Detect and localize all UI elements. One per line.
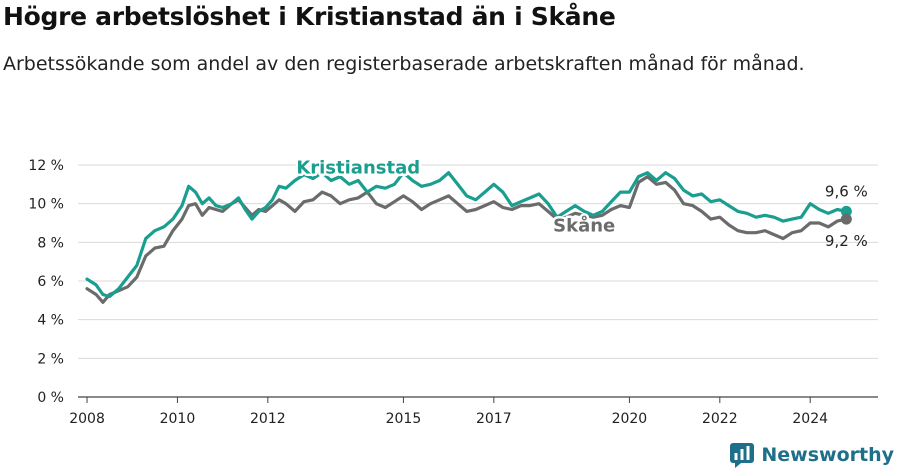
y-tick-label: 10 % [28, 197, 64, 213]
chart-title: Högre arbetslöshet i Kristianstad än i S… [3, 2, 616, 31]
y-tick-label: 12 % [28, 158, 64, 174]
series-label-kristianstad: Kristianstad [296, 158, 420, 179]
brand-name: Newsworthy [761, 444, 894, 466]
end-value-label-kristianstad: 9,6 % [825, 182, 868, 200]
chart-subtitle: Arbetssökande som andel av den registerb… [3, 53, 805, 75]
x-tick-label: 2012 [250, 411, 286, 427]
newsworthy-logo-icon [730, 443, 755, 468]
series-line-kristianstad [85, 171, 848, 299]
x-tick-label: 2008 [69, 411, 105, 427]
y-tick-label: 2 % [37, 351, 64, 367]
x-tick-label: 2024 [792, 411, 828, 427]
y-tick-label: 8 % [37, 235, 64, 251]
x-tick-label: 2015 [386, 411, 422, 427]
series-line-skane [85, 175, 848, 304]
end-value-label-skane: 9,2 % [825, 232, 868, 250]
x-tick-label: 2017 [476, 411, 512, 427]
y-tick-label: 6 % [37, 274, 64, 290]
brand-footer: Newsworthy [729, 442, 894, 468]
endpoint-marker-skane [840, 213, 852, 225]
series-label-skane: Skåne [553, 215, 615, 237]
x-tick-label: 2020 [612, 411, 648, 427]
y-tick-label: 4 % [37, 313, 64, 329]
endpoint-marker-kristianstad [840, 205, 852, 217]
x-tick-label: 2010 [160, 411, 196, 427]
x-tick-label: 2022 [702, 411, 738, 427]
y-tick-label: 0 % [37, 390, 64, 406]
